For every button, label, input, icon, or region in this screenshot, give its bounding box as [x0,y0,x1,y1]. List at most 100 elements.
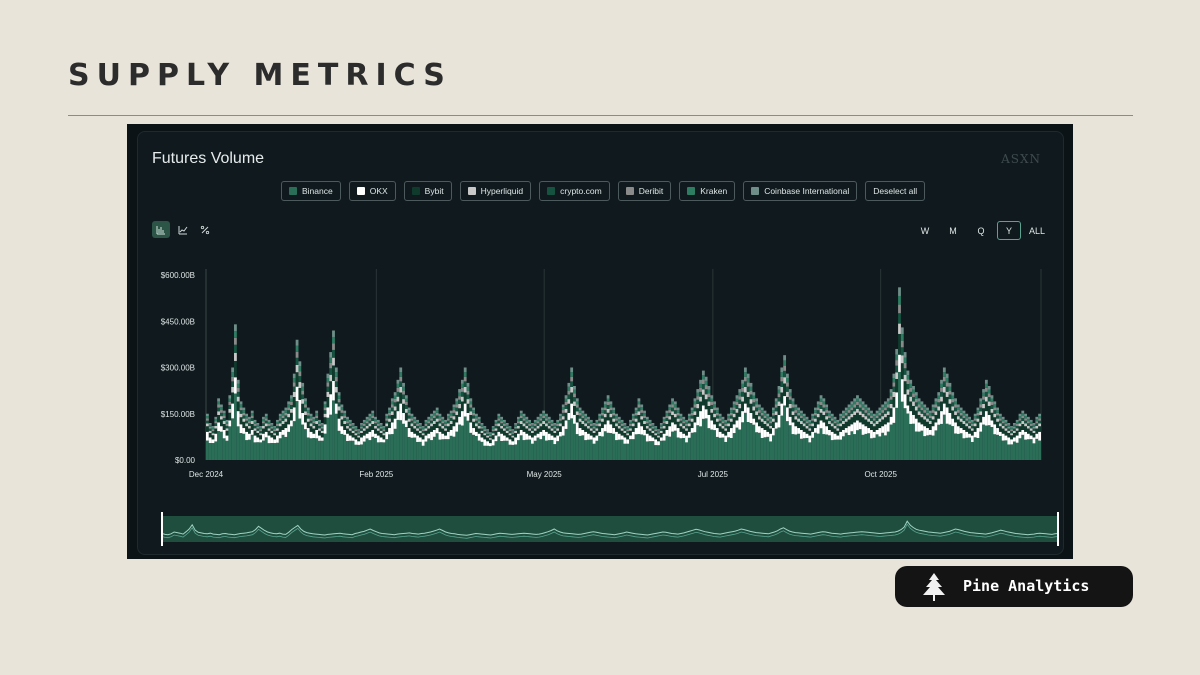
bar-segment [729,428,733,438]
bar-segment [769,421,773,424]
bar-segment [940,383,943,388]
bar-segment [769,423,773,426]
legend-item-kraken[interactable]: Kraken [679,181,736,201]
bar-segment [455,414,459,423]
bar-segment [609,407,613,411]
legend-item-okx[interactable]: OKX [348,181,396,201]
range-button-w[interactable]: W [920,225,930,236]
navigator-left-handle[interactable] [161,512,163,546]
bar-segment [858,429,862,460]
bar-segment [410,413,414,417]
bar-segment [645,425,649,429]
bar-segment [637,407,641,412]
bar-stack [1024,413,1027,460]
bar-segment [858,414,862,423]
legend-item-bybit[interactable]: Bybit [403,181,452,201]
bar-segment [474,423,478,427]
navigator-right-handle[interactable] [1057,512,1059,546]
bar-segment [718,423,722,427]
bar-segment [662,428,666,434]
bar-segment [942,386,946,393]
bar-segment [996,407,999,411]
range-button-q[interactable]: Q [977,225,985,236]
legend-item-hyperliquid[interactable]: Hyperliquid [459,181,532,201]
bar-segment [945,391,949,397]
legend-item-crypto-com[interactable]: crypto.com [539,181,610,201]
bar-segment [1029,428,1033,431]
bar-segment [942,367,946,373]
range-navigator[interactable] [161,512,1059,546]
bar-segment [1018,418,1022,421]
bar-segment [774,404,778,408]
line-chart-view-button[interactable] [174,221,192,238]
legend-item-deribit[interactable]: Deribit [617,181,672,201]
bar-segment [959,407,963,411]
bar-segment [438,416,442,419]
legend-item-coinbase-international[interactable]: Coinbase International [743,181,858,201]
bar-segment [662,416,666,419]
bar-segment [965,423,969,427]
range-button-m[interactable]: M [949,225,957,236]
bar-segment [525,418,529,422]
bar-segment [898,323,901,334]
bar-segment [626,426,630,428]
bar-segment [360,430,363,433]
bar-segment [959,415,963,419]
bar-segment [290,395,293,399]
bar-segment [511,444,515,460]
bar-chart-view-button[interactable] [152,221,170,238]
bar-segment [984,391,988,397]
bar-segment [937,402,941,407]
bar-segment [889,408,893,417]
bar-segment [1021,421,1025,424]
bar-segment [665,435,669,460]
bar-segment [769,416,773,419]
bar-segment [1012,428,1016,431]
bar-segment [491,439,495,446]
bar-segment [245,440,249,460]
bar-segment [942,403,946,415]
bar-segment [662,433,666,441]
bar-segment [822,422,826,435]
bar-segment [797,410,801,413]
bar-segment [626,429,630,432]
bar-segment [337,398,341,403]
bar-segment [332,357,335,366]
legend-item-binance[interactable]: Binance [281,181,341,201]
bar-segment [690,428,694,433]
bar-segment [332,349,335,358]
bar-segment [416,425,419,429]
bar-stack [503,419,506,460]
bar-segment [746,407,750,423]
bar-segment [446,418,450,421]
bar-segment [242,412,246,416]
bar-segment [340,433,344,460]
bar-segment [368,423,372,427]
bar-segment [685,421,688,424]
bar-segment [371,415,375,419]
bar-segment [486,435,490,438]
bar-segment [802,438,806,460]
percent-view-button[interactable] [196,221,214,238]
bar-segment [334,381,338,387]
bar-segment [603,417,607,425]
bar-segment [284,415,288,419]
range-button-y[interactable]: Y [997,221,1021,240]
bar-segment [559,418,562,421]
bar-segment [298,418,302,460]
bar-segment [606,432,610,460]
bar-segment [752,402,756,407]
bar-segment [746,382,750,387]
bar-stack [875,410,879,460]
deselect-all-button[interactable]: Deselect all [865,181,926,201]
bar-segment [522,431,526,441]
bar-segment [657,441,660,446]
bar-segment [721,425,725,429]
range-button-all[interactable]: ALL [1028,225,1045,236]
bar-segment [371,413,375,416]
bar-segment [822,434,826,460]
bar-stack [304,398,307,460]
bar-segment [511,435,515,438]
bar-segment [601,407,604,411]
bar-segment [348,435,352,441]
